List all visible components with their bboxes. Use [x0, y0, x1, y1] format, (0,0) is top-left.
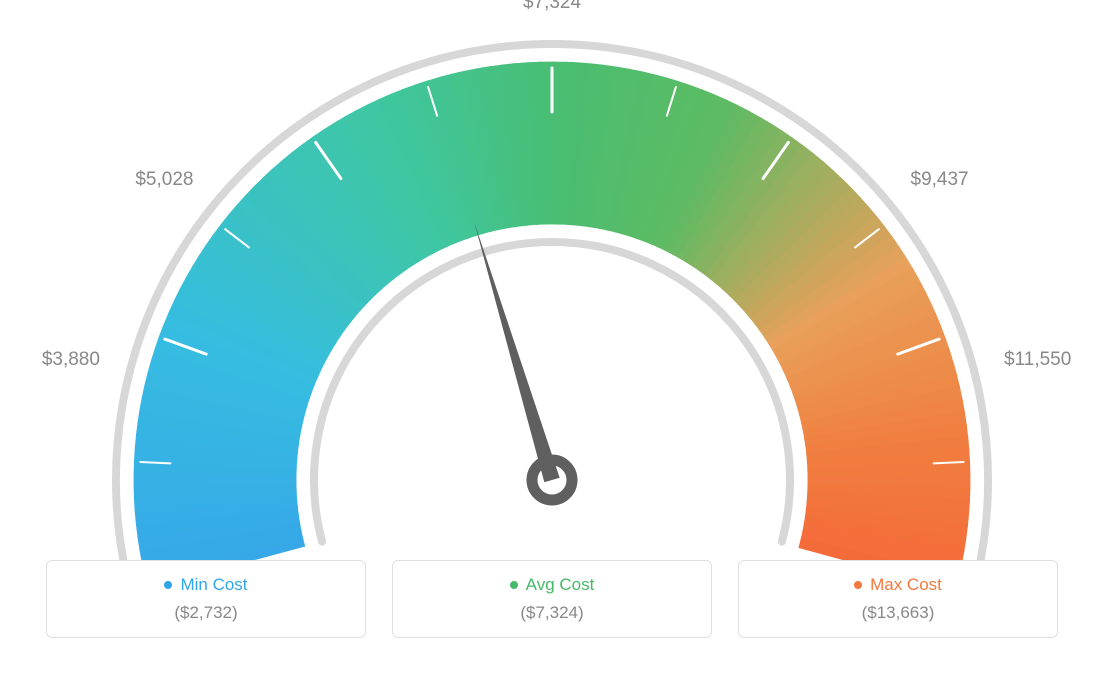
gauge-tick-minor: [934, 462, 964, 463]
legend-label-avg: Avg Cost: [526, 575, 595, 595]
legend-value-min: ($2,732): [57, 603, 355, 623]
gauge-tick-label: $9,437: [911, 169, 969, 190]
gauge-needle: [474, 221, 560, 482]
legend-dot-min: [164, 581, 172, 589]
legend-title-min: Min Cost: [164, 575, 247, 595]
legend-dot-max: [854, 581, 862, 589]
gauge-chart: $2,732$3,880$5,028$7,324$9,437$11,550$13…: [0, 0, 1104, 560]
legend-label-min: Min Cost: [180, 575, 247, 595]
legend-value-max: ($13,663): [749, 603, 1047, 623]
legend-row: Min Cost ($2,732) Avg Cost ($7,324) Max …: [0, 560, 1104, 638]
gauge-svg: $2,732$3,880$5,028$7,324$9,437$11,550$13…: [0, 0, 1104, 560]
legend-dot-avg: [510, 581, 518, 589]
gauge-tick-label: $7,324: [523, 0, 582, 13]
gauge-tick-label: $5,028: [135, 169, 193, 190]
legend-card-avg: Avg Cost ($7,324): [392, 560, 712, 638]
legend-title-max: Max Cost: [854, 575, 942, 595]
legend-title-avg: Avg Cost: [510, 575, 595, 595]
legend-label-max: Max Cost: [870, 575, 942, 595]
gauge-tick-minor: [140, 462, 170, 463]
legend-card-max: Max Cost ($13,663): [738, 560, 1058, 638]
legend-value-avg: ($7,324): [403, 603, 701, 623]
gauge-tick-label: $3,880: [42, 349, 100, 370]
legend-card-min: Min Cost ($2,732): [46, 560, 366, 638]
gauge-arc: [134, 62, 970, 560]
gauge-tick-label: $11,550: [1004, 349, 1071, 370]
